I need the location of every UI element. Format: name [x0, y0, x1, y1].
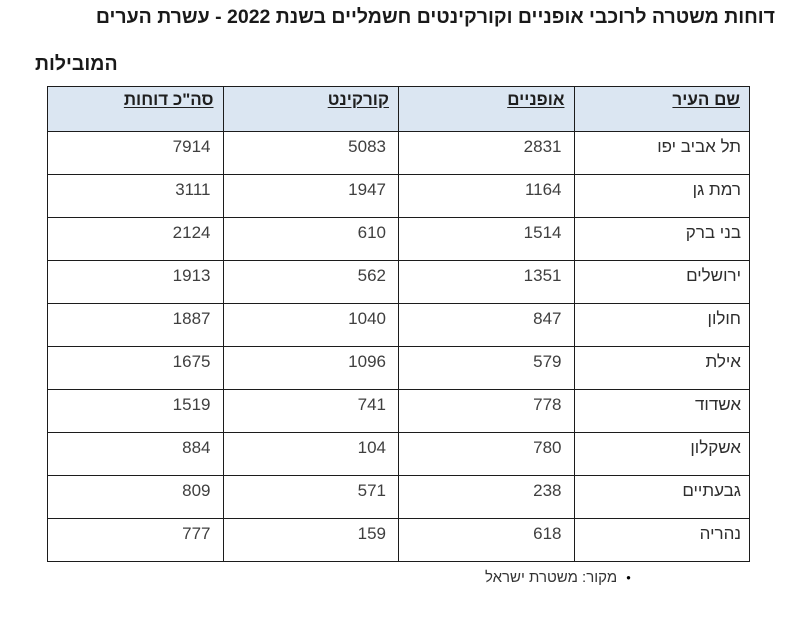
- header-scooter: קורקינט: [222, 86, 399, 132]
- bikes-cell: 2831: [398, 131, 575, 175]
- total-cell: 2124: [47, 217, 224, 261]
- total-cell: 777: [47, 518, 224, 562]
- total-cell: 7914: [47, 131, 224, 175]
- bikes-cell: 618: [398, 518, 575, 562]
- scooter-cell: 159: [222, 518, 399, 562]
- scooter-cell: 1096: [222, 346, 399, 390]
- table-row: אשדוד 778 741 1519: [47, 389, 750, 433]
- source-note: ● מקור: משטרת ישראל: [485, 569, 631, 586]
- city-cell: גבעתיים: [573, 475, 750, 519]
- bikes-cell: 1351: [398, 260, 575, 304]
- bullet-icon: ●: [626, 573, 631, 582]
- bikes-cell: 238: [398, 475, 575, 519]
- city-cell: אשקלון: [573, 432, 750, 476]
- total-cell: 1887: [47, 303, 224, 347]
- header-total-reports: סה"כ דוחות: [47, 86, 224, 132]
- bikes-cell: 847: [398, 303, 575, 347]
- total-cell: 1913: [47, 260, 224, 304]
- scooter-cell: 610: [222, 217, 399, 261]
- table-row: בני ברק 1514 610 2124: [47, 217, 750, 261]
- bikes-cell: 780: [398, 432, 575, 476]
- bikes-cell: 778: [398, 389, 575, 433]
- city-cell: תל אביב יפו: [573, 131, 750, 175]
- total-cell: 884: [47, 432, 224, 476]
- scooter-cell: 1040: [222, 303, 399, 347]
- scooter-cell: 1947: [222, 174, 399, 218]
- table-row: נהריה 618 159 777: [47, 518, 750, 562]
- total-cell: 1675: [47, 346, 224, 390]
- page-title-line1: דוחות משטרה לרוכבי אופניים וקורקינטים חש…: [95, 6, 775, 28]
- page-title: דוחות משטרה לרוכבי אופניים וקורקינטים חש…: [35, 4, 775, 77]
- source-text: מקור: משטרת ישראל: [484, 569, 618, 586]
- city-cell: נהריה: [573, 518, 750, 562]
- table-row: אילת 579 1096 1675: [47, 346, 750, 390]
- scooter-cell: 562: [222, 260, 399, 304]
- table-row: חולון 847 1040 1887: [47, 303, 750, 347]
- bikes-cell: 1164: [398, 174, 575, 218]
- city-cell: ירושלים: [573, 260, 750, 304]
- table-row: רמת גן 1164 1947 3111: [47, 174, 750, 218]
- total-cell: 3111: [47, 174, 224, 218]
- table-row: אשקלון 780 104 884: [47, 432, 750, 476]
- city-cell: חולון: [573, 303, 750, 347]
- total-cell: 809: [47, 475, 224, 519]
- header-city-name: שם העיר: [573, 86, 750, 132]
- scooter-cell: 104: [222, 432, 399, 476]
- city-cell: אילת: [573, 346, 750, 390]
- city-cell: בני ברק: [573, 217, 750, 261]
- table-row: ירושלים 1351 562 1913: [47, 260, 750, 304]
- page-title-line2: המובילות: [35, 53, 118, 75]
- header-bicycles: אופניים: [398, 86, 575, 132]
- police-reports-table: שם העיר אופניים קורקינט סה"כ דוחות תל אב…: [47, 86, 750, 562]
- scooter-cell: 5083: [222, 131, 399, 175]
- bikes-cell: 1514: [398, 217, 575, 261]
- table-header-row: שם העיר אופניים קורקינט סה"כ דוחות: [47, 86, 750, 132]
- scooter-cell: 741: [222, 389, 399, 433]
- bikes-cell: 579: [398, 346, 575, 390]
- scooter-cell: 571: [222, 475, 399, 519]
- city-cell: אשדוד: [573, 389, 750, 433]
- table-row: גבעתיים 238 571 809: [47, 475, 750, 519]
- table-row: תל אביב יפו 2831 5083 7914: [47, 131, 750, 175]
- total-cell: 1519: [47, 389, 224, 433]
- city-cell: רמת גן: [573, 174, 750, 218]
